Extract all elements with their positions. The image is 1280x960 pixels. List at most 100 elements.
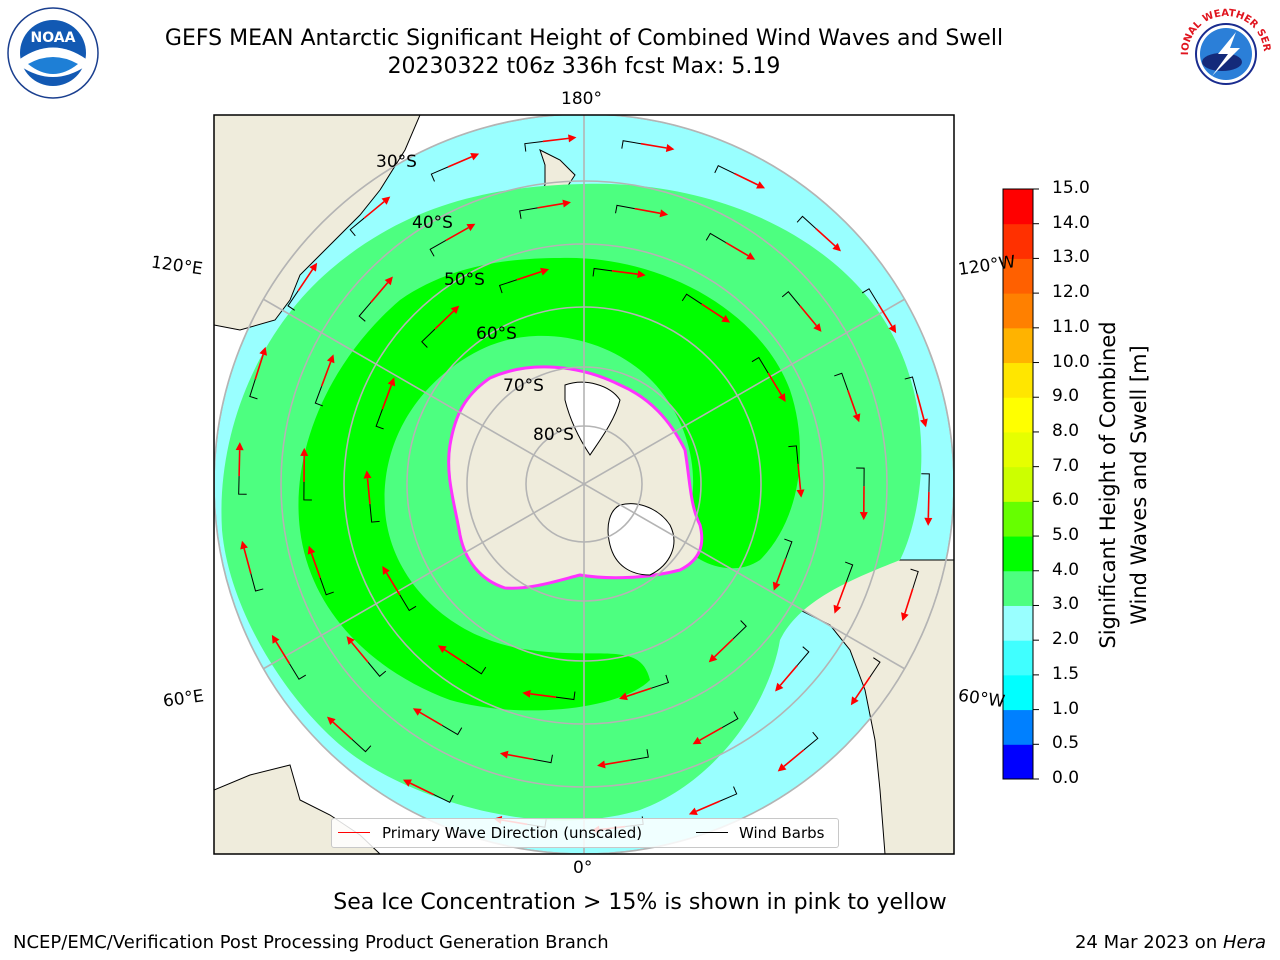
- colorbar-tick-label: 1.0: [1052, 698, 1080, 719]
- colorbar-tick-label: 4.0: [1052, 559, 1080, 580]
- wave-direction-arrow: [444, 649, 467, 665]
- wave-direction-arrow: [350, 641, 369, 663]
- wave-direction-arrowhead: [859, 512, 868, 521]
- footer-branch: NCEP/EMC/Verification Post Processing Pr…: [13, 932, 609, 953]
- wave-direction-arrowhead: [619, 692, 628, 701]
- wind-barb: [319, 577, 334, 596]
- wind-barb: [719, 786, 738, 802]
- wind-barb: [498, 279, 517, 294]
- wave-direction-arrow: [275, 641, 291, 665]
- graticule: [214, 115, 954, 854]
- lat-label-80s: 80°S: [533, 425, 574, 445]
- wave-direction-legend-line: [338, 832, 370, 833]
- wind-barb: [314, 386, 323, 407]
- wind-barb: [651, 674, 670, 689]
- colorbar-label-line2: Wind Waves and Swell [m]: [1127, 345, 1151, 625]
- colorbar-swatch: [1003, 709, 1033, 745]
- wave-direction-arrow: [366, 478, 371, 505]
- wind-barb: [441, 725, 463, 736]
- wave-direction-arrow: [611, 270, 638, 275]
- wave-direction-arrowhead: [402, 779, 412, 787]
- wind-barb: [751, 356, 769, 374]
- wave-direction-arrow: [847, 389, 858, 415]
- colorbar-tick-label: 2.0: [1052, 629, 1080, 650]
- colorbar-swatch: [1003, 189, 1033, 225]
- wind-barb: [429, 240, 447, 257]
- wave-direction-arrow: [699, 726, 723, 742]
- colorbar-tick-label: 3.0: [1052, 594, 1080, 615]
- wave-direction-arrowhead: [692, 736, 702, 745]
- wave-direction-arrow: [815, 227, 836, 247]
- wave-direction-arrowhead: [637, 270, 646, 279]
- colorbar-tick-label: 12.0: [1052, 282, 1090, 303]
- wave-direction-arrow: [604, 759, 631, 766]
- wave-direction-arrow: [243, 548, 252, 574]
- wind-barb-legend-line: [696, 832, 728, 833]
- wind-barb-legend-label: Wind Barbs: [739, 824, 825, 842]
- colorbar-swatch: [1003, 397, 1033, 433]
- colorbar-swatch: [1003, 536, 1033, 572]
- wind-barb: [921, 473, 930, 492]
- wind-barb: [592, 267, 613, 277]
- wave-direction-arrowhead: [450, 305, 460, 315]
- wave-direction-arrow: [725, 241, 749, 257]
- wave-direction-arrow: [767, 372, 783, 396]
- wave-direction-arrow: [320, 361, 332, 387]
- wave-direction-arrowhead: [412, 708, 422, 716]
- colorbar-tick-label: 5.0: [1052, 525, 1080, 546]
- colorbar-swatch: [1003, 744, 1033, 780]
- wave-direction-arrow: [385, 572, 401, 596]
- wind-barb: [784, 538, 793, 559]
- wave-direction-arrowhead: [832, 242, 841, 252]
- wave-direction-arrowhead: [300, 447, 309, 456]
- wind-barb: [803, 731, 819, 751]
- wind-barb: [555, 691, 576, 701]
- wave-direction-arrowhead: [466, 223, 476, 232]
- wave-direction-arrow: [783, 749, 805, 768]
- wave-direction-arrow: [797, 463, 802, 490]
- wind-barb: [681, 293, 702, 305]
- wave-direction-arrow: [530, 693, 557, 698]
- wind-barb: [796, 646, 810, 666]
- wave-direction-arrow: [445, 226, 469, 242]
- wind-barb: [250, 573, 264, 592]
- wave-direction-arrow: [713, 638, 734, 658]
- wave-direction-arrowhead: [384, 276, 393, 286]
- wave-direction-arrowhead: [721, 314, 731, 323]
- wave-direction-arrow: [701, 303, 724, 319]
- colorbar-label: Significant Height of Combined Wind Wave…: [1093, 275, 1163, 695]
- wave-direction-arrow: [381, 384, 393, 410]
- wave-direction-arrow: [434, 310, 455, 330]
- wave-direction-arrow: [409, 782, 434, 796]
- wave-direction-arrowhead: [240, 540, 248, 550]
- wave-direction-arrowhead: [924, 517, 933, 526]
- wave-direction-arrow: [877, 303, 893, 327]
- colorbar-tick-label: 13.0: [1052, 247, 1090, 268]
- wind-barb: [845, 561, 854, 582]
- wave-direction-arrow: [254, 354, 264, 380]
- colorbar-tick-label: 0.0: [1052, 768, 1080, 788]
- wave-direction-arrowhead: [777, 763, 787, 772]
- wave-direction-arrow: [542, 137, 569, 143]
- wind-barb: [375, 409, 384, 430]
- wave-direction-arrowhead: [852, 413, 861, 423]
- footer-date-text: 24 Mar 2023 on: [1074, 932, 1223, 953]
- colorbar-frame: [1002, 188, 1034, 780]
- wind-barb: [433, 794, 454, 803]
- wave-direction-arrow: [332, 721, 353, 741]
- wave-direction-arrow: [507, 753, 534, 761]
- lat-label-60s: 60°S: [476, 324, 517, 344]
- colorbar-swatch: [1003, 674, 1033, 711]
- colorbar-tick-label: 8.0: [1052, 420, 1080, 441]
- map-frame: [213, 114, 955, 855]
- wind-barb: [367, 662, 387, 677]
- wind-barb: [533, 754, 553, 764]
- wave-direction-arrowhead: [562, 199, 571, 208]
- lat-label-30s: 30°S: [376, 152, 417, 172]
- wind-barb: [834, 372, 849, 391]
- nws-logo: NATIONAL WEATHER SERVICE: [1178, 6, 1272, 100]
- wind-barb: [421, 328, 436, 348]
- wave-direction-arrows: [235, 134, 933, 834]
- wave-direction-arrow: [640, 142, 667, 149]
